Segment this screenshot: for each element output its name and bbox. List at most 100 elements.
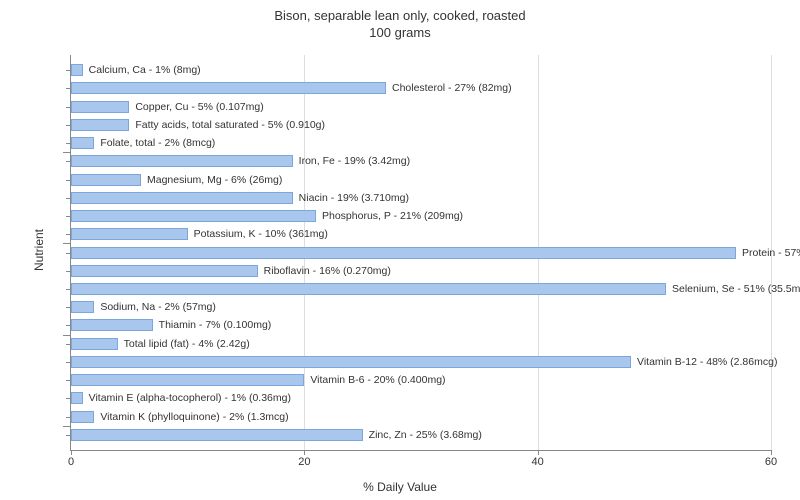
- bar-row: Potassium, K - 10% (361mg): [71, 227, 771, 241]
- bar-row: Vitamin E (alpha-tocopherol) - 1% (0.36m…: [71, 391, 771, 405]
- y-tick-mark: [66, 161, 71, 162]
- nutrient-label: Magnesium, Mg - 6% (26mg): [141, 173, 282, 187]
- nutrient-bar: [71, 210, 316, 222]
- nutrient-label: Protein - 57% (28.44g): [736, 246, 800, 260]
- y-tick-mark: [66, 216, 71, 217]
- bar-row: Vitamin K (phylloquinone) - 2% (1.3mcg): [71, 410, 771, 424]
- y-tick-mark: [66, 198, 71, 199]
- nutrient-label: Vitamin B-6 - 20% (0.400mg): [304, 373, 445, 387]
- x-axis-label: % Daily Value: [363, 480, 437, 494]
- bar-row: Thiamin - 7% (0.100mg): [71, 318, 771, 332]
- x-tick-label: 20: [298, 456, 310, 468]
- bar-row: Protein - 57% (28.44g): [71, 246, 771, 260]
- x-tick-label: 60: [765, 456, 777, 468]
- nutrient-bar: [71, 119, 129, 131]
- y-tick-mark: [66, 380, 71, 381]
- y-tick-mark: [66, 271, 71, 272]
- nutrient-bar: [71, 374, 304, 386]
- nutrient-label: Phosphorus, P - 21% (209mg): [316, 209, 463, 223]
- y-tick-mark: [66, 88, 71, 89]
- bar-row: Total lipid (fat) - 4% (2.42g): [71, 337, 771, 351]
- bar-row: Phosphorus, P - 21% (209mg): [71, 209, 771, 223]
- nutrient-bar: [71, 265, 258, 277]
- y-tick-mark: [66, 325, 71, 326]
- bar-row: Folate, total - 2% (8mcg): [71, 136, 771, 150]
- y-axis-label: Nutrient: [32, 229, 46, 271]
- nutrient-label: Zinc, Zn - 25% (3.68mg): [363, 428, 482, 442]
- bar-row: Vitamin B-12 - 48% (2.86mcg): [71, 355, 771, 369]
- nutrient-bar: [71, 338, 118, 350]
- y-tick-mark: [66, 435, 71, 436]
- nutrient-label: Calcium, Ca - 1% (8mg): [83, 63, 201, 77]
- nutrient-label: Fatty acids, total saturated - 5% (0.910…: [129, 118, 325, 132]
- y-tick-mark: [66, 125, 71, 126]
- nutrient-label: Niacin - 19% (3.710mg): [293, 191, 409, 205]
- nutrient-bar: [71, 101, 129, 113]
- y-group-divider: [63, 335, 71, 336]
- y-group-divider: [63, 243, 71, 244]
- bar-row: Riboflavin - 16% (0.270mg): [71, 264, 771, 278]
- x-tick-mark: [771, 450, 772, 455]
- nutrient-bar: [71, 429, 363, 441]
- nutrient-bar: [71, 155, 293, 167]
- bar-row: Magnesium, Mg - 6% (26mg): [71, 173, 771, 187]
- nutrient-bar: [71, 392, 83, 404]
- bar-row: Sodium, Na - 2% (57mg): [71, 300, 771, 314]
- chart-title: Bison, separable lean only, cooked, roas…: [0, 0, 800, 42]
- y-tick-mark: [66, 417, 71, 418]
- y-tick-mark: [66, 362, 71, 363]
- title-line-2: 100 grams: [0, 25, 800, 42]
- nutrient-bar: [71, 137, 94, 149]
- bar-row: Calcium, Ca - 1% (8mg): [71, 63, 771, 77]
- nutrient-bar: [71, 174, 141, 186]
- nutrient-label: Thiamin - 7% (0.100mg): [153, 318, 272, 332]
- nutrient-label: Sodium, Na - 2% (57mg): [94, 300, 216, 314]
- y-tick-mark: [66, 234, 71, 235]
- bar-row: Selenium, Se - 51% (35.5mcg): [71, 282, 771, 296]
- y-tick-mark: [66, 180, 71, 181]
- bar-row: Vitamin B-6 - 20% (0.400mg): [71, 373, 771, 387]
- nutrient-label: Vitamin B-12 - 48% (2.86mcg): [631, 355, 777, 369]
- x-tick-label: 0: [68, 456, 74, 468]
- nutrient-label: Cholesterol - 27% (82mg): [386, 81, 512, 95]
- y-tick-mark: [66, 344, 71, 345]
- bar-row: Niacin - 19% (3.710mg): [71, 191, 771, 205]
- x-tick-mark: [538, 450, 539, 455]
- y-tick-mark: [66, 307, 71, 308]
- bar-row: Cholesterol - 27% (82mg): [71, 81, 771, 95]
- y-tick-mark: [66, 289, 71, 290]
- nutrient-bar: [71, 356, 631, 368]
- nutrient-bar: [71, 411, 94, 423]
- bar-row: Fatty acids, total saturated - 5% (0.910…: [71, 118, 771, 132]
- plot-area: 0204060Calcium, Ca - 1% (8mg)Cholesterol…: [70, 55, 771, 451]
- title-line-1: Bison, separable lean only, cooked, roas…: [0, 8, 800, 25]
- bar-row: Copper, Cu - 5% (0.107mg): [71, 100, 771, 114]
- nutrient-label: Vitamin K (phylloquinone) - 2% (1.3mcg): [94, 410, 288, 424]
- nutrient-label: Vitamin E (alpha-tocopherol) - 1% (0.36m…: [83, 391, 291, 405]
- nutrient-bar: [71, 64, 83, 76]
- y-group-divider: [63, 426, 71, 427]
- x-tick-label: 40: [532, 456, 544, 468]
- nutrient-bar: [71, 82, 386, 94]
- nutrient-chart: Bison, separable lean only, cooked, roas…: [0, 0, 800, 500]
- nutrient-label: Total lipid (fat) - 4% (2.42g): [118, 337, 250, 351]
- nutrient-label: Folate, total - 2% (8mcg): [94, 136, 215, 150]
- y-tick-mark: [66, 70, 71, 71]
- nutrient-label: Copper, Cu - 5% (0.107mg): [129, 100, 263, 114]
- y-tick-mark: [66, 143, 71, 144]
- x-tick-mark: [304, 450, 305, 455]
- nutrient-label: Potassium, K - 10% (361mg): [188, 227, 328, 241]
- nutrient-bar: [71, 301, 94, 313]
- x-tick-mark: [71, 450, 72, 455]
- nutrient-label: Selenium, Se - 51% (35.5mcg): [666, 282, 800, 296]
- nutrient-label: Iron, Fe - 19% (3.42mg): [293, 154, 410, 168]
- y-tick-mark: [66, 107, 71, 108]
- nutrient-bar: [71, 319, 153, 331]
- bar-row: Iron, Fe - 19% (3.42mg): [71, 154, 771, 168]
- nutrient-label: Riboflavin - 16% (0.270mg): [258, 264, 391, 278]
- nutrient-bar: [71, 228, 188, 240]
- y-tick-mark: [66, 398, 71, 399]
- nutrient-bar: [71, 283, 666, 295]
- y-tick-mark: [66, 253, 71, 254]
- nutrient-bar: [71, 192, 293, 204]
